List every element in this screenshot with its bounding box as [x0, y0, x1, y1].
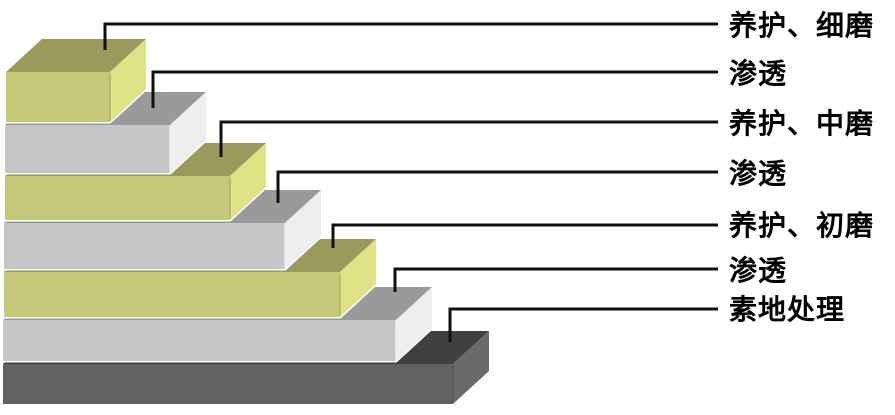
callout-lines [103, 22, 718, 342]
layer-front-face [3, 364, 453, 404]
label-curing-fine-grinding: 养护、细磨 [729, 9, 874, 42]
label-penetration-3: 渗透 [729, 254, 787, 287]
layer-right-face [230, 143, 266, 220]
callout-line-4 [276, 170, 718, 203]
layer-front-face [5, 125, 170, 173]
layer-boxes [1, 37, 491, 406]
layer-right-face [396, 287, 432, 361]
label-curing-initial-grinding: 养护、初磨 [729, 209, 874, 242]
label-penetration-1: 渗透 [729, 57, 787, 90]
layer-right-face [110, 39, 146, 122]
callout-line-1 [103, 22, 718, 50]
layer-front-face [4, 223, 285, 269]
layer-front-face [3, 320, 396, 361]
layer-right-face [340, 239, 376, 317]
layer-top-face [6, 39, 146, 72]
layer-right-face [453, 331, 489, 404]
layer-right-face [285, 190, 321, 269]
layer-labels: 养护、细磨 渗透 养护、中磨 渗透 养护、初磨 渗透 素地处理 [729, 9, 874, 326]
layer-right-face [170, 92, 206, 173]
layer-box-2 [3, 90, 208, 175]
layer-front-face [6, 72, 110, 122]
layer-front-face [4, 272, 340, 317]
label-penetration-2: 渗透 [729, 157, 787, 190]
callout-line-7 [448, 307, 718, 342]
callout-line-2 [151, 70, 718, 108]
callout-line-6 [393, 267, 718, 292]
layer-box-1 [4, 37, 148, 124]
label-base-treatment: 素地处理 [729, 294, 845, 326]
callout-line-5 [331, 223, 718, 248]
layer-front-face [5, 176, 230, 220]
callout-line-3 [219, 120, 718, 157]
label-curing-medium-grinding: 养护、中磨 [729, 107, 874, 140]
